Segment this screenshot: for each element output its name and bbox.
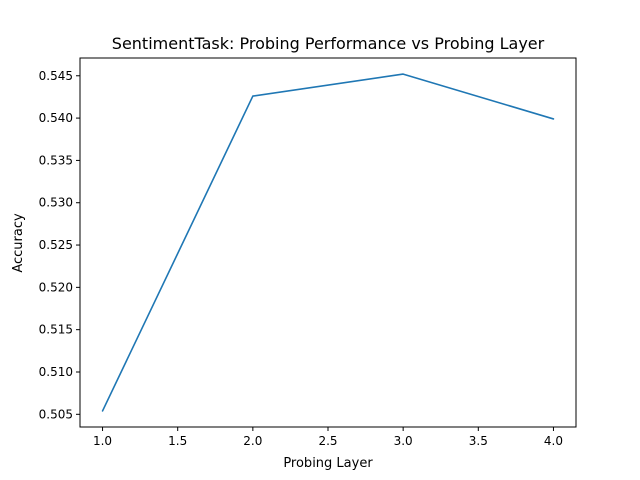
- y-tick-label: 0.525: [39, 238, 73, 252]
- y-tick-label: 0.510: [39, 365, 73, 379]
- y-tick-label: 0.535: [39, 153, 73, 167]
- x-axis: 1.0 1.5 2.0 2.5 3.0 3.5 4.0: [93, 427, 563, 448]
- x-tick-label: 3.0: [394, 434, 413, 448]
- chart-title: SentimentTask: Probing Performance vs Pr…: [112, 34, 545, 53]
- x-axis-label: Probing Layer: [283, 456, 373, 471]
- y-tick-label: 0.520: [39, 280, 73, 294]
- y-tick-label: 0.540: [39, 111, 73, 125]
- x-tick-label: 2.0: [243, 434, 262, 448]
- y-tick-label: 0.530: [39, 196, 73, 210]
- x-tick-label: 1.5: [168, 434, 187, 448]
- x-tick-label: 3.5: [469, 434, 488, 448]
- plot-frame: [79, 57, 577, 428]
- x-tick-label: 1.0: [93, 434, 112, 448]
- plot-area: [101, 73, 555, 412]
- y-tick-label: 0.545: [39, 69, 73, 83]
- y-axis: 0.505 0.510 0.515 0.520 0.525 0.530 0.535 0.540…: [39, 69, 80, 421]
- series-line: [101, 73, 555, 412]
- x-tick-label: 4.0: [544, 434, 563, 448]
- x-tick-label: 2.5: [318, 434, 337, 448]
- y-tick-label: 0.505: [39, 407, 73, 421]
- y-tick-label: 0.515: [39, 323, 73, 337]
- y-axis-label: Accuracy: [11, 213, 26, 273]
